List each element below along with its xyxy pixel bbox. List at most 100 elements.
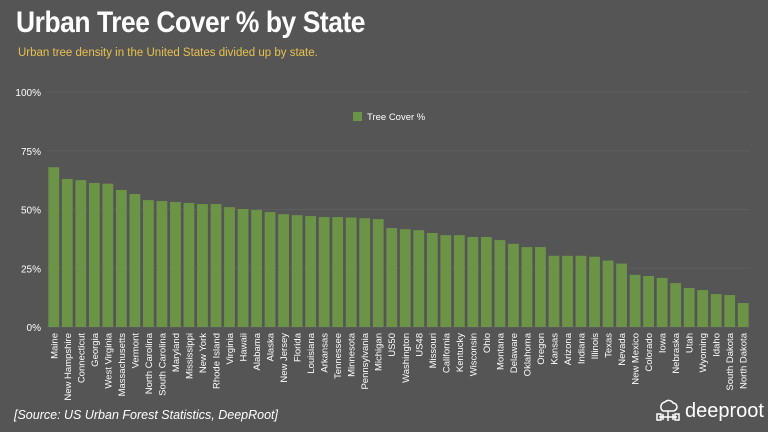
bar <box>480 236 492 327</box>
x-tick-label: Ohio <box>482 333 493 353</box>
x-tick-label: West Virginia <box>103 332 114 388</box>
bar <box>291 215 303 327</box>
deeproot-logo: deeproot <box>655 399 764 423</box>
x-tick-label: Delaware <box>509 333 520 373</box>
bar <box>345 217 357 327</box>
x-tick-label: Maryland <box>171 333 182 372</box>
bar <box>440 235 452 327</box>
x-tick-label: Florida <box>293 332 304 362</box>
bar <box>508 243 519 327</box>
x-tick-label: Wyoming <box>698 333 709 373</box>
x-tick-label: Nevada <box>617 332 628 365</box>
x-tick-label: Kansas <box>549 333 560 365</box>
x-tick-label: Nebraska <box>671 332 682 373</box>
bar <box>183 202 195 327</box>
bar <box>115 189 127 327</box>
x-tick-label: US50 <box>387 333 398 357</box>
chart-subtitle: Urban tree density in the United States … <box>18 47 318 59</box>
bar <box>697 290 709 327</box>
bar <box>629 274 641 327</box>
x-tick-label: Montana <box>495 332 506 370</box>
bar <box>48 167 60 327</box>
bar <box>318 217 330 327</box>
x-tick-label: California <box>441 332 452 373</box>
bar <box>670 283 682 327</box>
bar <box>494 240 506 327</box>
bar <box>237 209 249 327</box>
bar <box>359 218 371 327</box>
x-tick-label: South Carolina <box>157 332 168 396</box>
logo-text: deeproot <box>685 399 764 422</box>
x-tick-label: North Dakota <box>739 332 750 389</box>
x-tick-label: New Mexico <box>631 333 642 385</box>
x-tick-label: Louisiana <box>306 332 317 373</box>
y-tick-label: 25% <box>21 264 41 275</box>
x-tick-label: Kentucky <box>455 333 466 372</box>
x-tick-label: Virginia <box>225 332 236 364</box>
bar <box>142 200 154 327</box>
bar <box>643 276 655 327</box>
bar <box>575 255 587 327</box>
bar <box>562 255 573 327</box>
bar <box>210 204 222 327</box>
legend-swatch <box>353 112 362 121</box>
x-tick-label: New Jersey <box>279 333 290 383</box>
bar <box>61 178 73 327</box>
x-tick-label: Connecticut <box>76 333 87 384</box>
bar <box>129 193 141 327</box>
x-tick-label: Vermont <box>130 333 141 369</box>
x-tick-label: Minnesota <box>347 332 358 377</box>
y-tick-label: 100% <box>15 88 41 99</box>
bar <box>332 217 344 327</box>
x-tick-label: Colorado <box>644 333 655 372</box>
bar <box>656 277 668 327</box>
bar <box>156 201 168 327</box>
x-tick-label: Arizona <box>563 332 574 365</box>
x-tick-label: Mississippi <box>184 333 195 379</box>
x-tick-label: Wisconsin <box>468 333 479 376</box>
x-tick-label: Oklahoma <box>522 332 533 376</box>
x-tick-label: Missouri <box>428 333 439 368</box>
bar <box>278 214 289 327</box>
x-tick-label: Maine <box>49 333 60 359</box>
x-tick-label: Oregon <box>536 333 547 365</box>
tree-icon <box>656 399 680 421</box>
bar <box>589 256 600 327</box>
x-tick-label: Alaska <box>266 332 277 361</box>
bar <box>75 180 87 327</box>
bar <box>372 219 384 327</box>
bar <box>737 303 749 327</box>
x-tick-label: Tennessee <box>333 333 344 379</box>
x-tick-label: Iowa <box>658 332 669 353</box>
bar <box>224 207 235 327</box>
x-tick-label: Arkansas <box>320 333 331 373</box>
bar <box>426 233 438 327</box>
bar <box>102 183 114 327</box>
x-tick-label: US48 <box>414 333 425 357</box>
y-tick-label: 50% <box>21 206 41 217</box>
bar <box>548 255 560 327</box>
bar <box>305 216 317 327</box>
bar <box>683 287 695 327</box>
x-tick-label: North Carolina <box>144 332 155 394</box>
x-tick-label: South Dakota <box>725 332 736 390</box>
y-tick-label: 0% <box>27 323 42 334</box>
bar <box>467 236 479 327</box>
bar <box>386 228 398 327</box>
bar <box>413 230 425 327</box>
bar <box>521 247 533 327</box>
bar <box>264 212 276 327</box>
x-tick-label: New Hampshire <box>63 333 74 401</box>
y-tick-label: 75% <box>21 147 41 158</box>
x-tick-label: Washington <box>401 333 412 383</box>
bar <box>616 263 627 327</box>
x-tick-label: Alabama <box>252 332 263 370</box>
x-tick-label: Hawaii <box>239 333 250 362</box>
x-tick-label: Georgia <box>90 332 101 367</box>
x-tick-label: Texas <box>604 333 615 358</box>
bar <box>453 235 465 327</box>
x-tick-label: Utah <box>685 333 696 353</box>
bar <box>251 209 262 327</box>
x-tick-label: New York <box>198 333 209 373</box>
